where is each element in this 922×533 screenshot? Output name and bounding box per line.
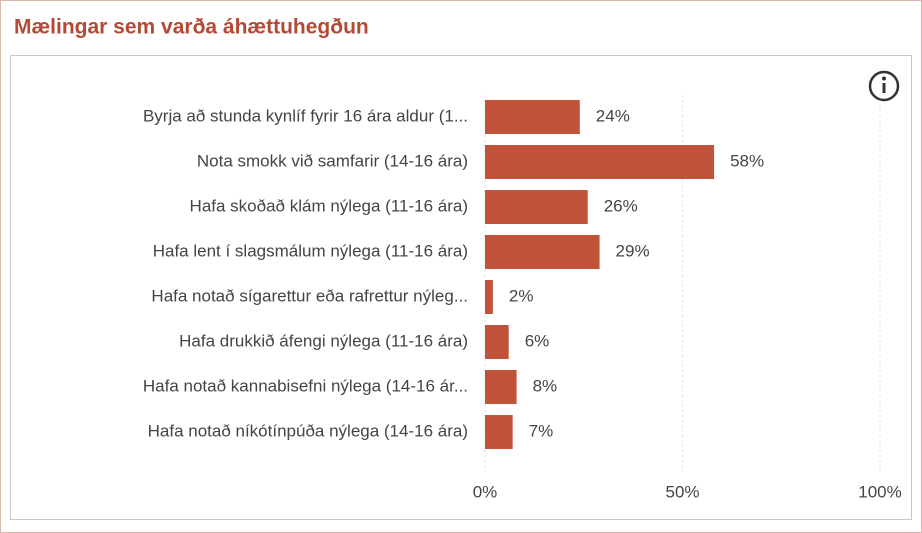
data-label: 24% [596, 106, 630, 125]
data-label: 58% [730, 151, 764, 170]
y-tick-label: Hafa notað kannabisefni nýlega (14-16 ár… [143, 376, 468, 395]
bar [485, 100, 580, 134]
data-label: 26% [604, 196, 638, 215]
bar [485, 190, 588, 224]
y-tick-label: Hafa skoðað klám nýlega (11-16 ára) [190, 196, 468, 215]
y-tick-label: Hafa lent í slagsmálum nýlega (11-16 ára… [153, 241, 468, 260]
y-tick-label: Byrja að stunda kynlíf fyrir 16 ára aldu… [143, 106, 468, 125]
chart-title: Mælingar sem varða áhættuhegðun [14, 16, 369, 39]
bar [485, 280, 493, 314]
data-label: 29% [616, 241, 650, 260]
plot-frame [10, 55, 912, 520]
y-tick-label: Hafa notað sígarettur eða rafrettur nýle… [151, 286, 468, 305]
x-tick-label: 100% [858, 482, 901, 501]
bar [485, 145, 715, 179]
data-label: 8% [533, 376, 558, 395]
data-label: 7% [529, 421, 554, 440]
bar [485, 235, 600, 269]
bar [485, 325, 509, 359]
y-tick-label: Hafa drukkið áfengi nýlega (11-16 ára) [179, 331, 468, 350]
bar [485, 415, 513, 449]
y-tick-label: Nota smokk við samfarir (14-16 ára) [197, 151, 468, 170]
data-label: 2% [509, 286, 534, 305]
bar [485, 370, 517, 404]
x-tick-label: 0% [473, 482, 498, 501]
info-icon[interactable] [868, 70, 900, 102]
data-label: 6% [525, 331, 550, 350]
y-tick-label: Hafa notað níkótínpúða nýlega (14-16 ára… [148, 421, 468, 440]
x-tick-label: 50% [665, 482, 699, 501]
